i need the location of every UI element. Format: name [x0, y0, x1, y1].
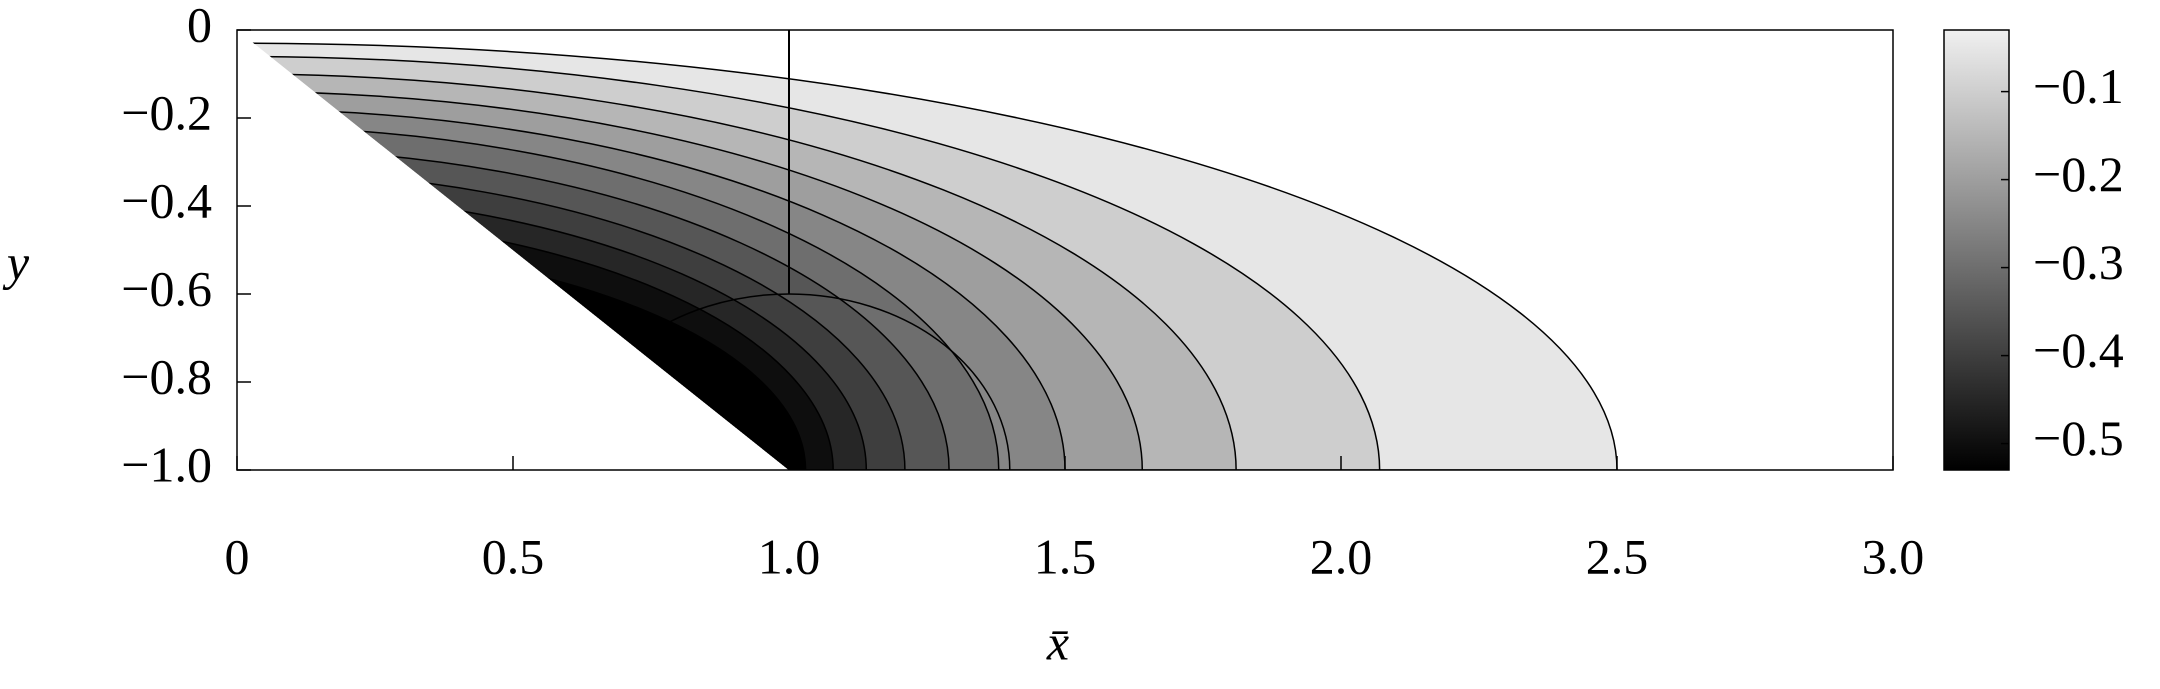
colorbar-tick-label: −0.3	[2033, 234, 2124, 290]
y-tick-label: −0.2	[121, 84, 212, 140]
x-tick-label: 1.0	[758, 528, 821, 584]
colorbar-tick-label: −0.5	[2033, 410, 2124, 466]
x-tick-label: 1.5	[1034, 528, 1097, 584]
y-tick-label: −0.8	[121, 348, 212, 404]
colorbar-tick-label: −0.4	[2033, 322, 2124, 378]
colorbar-tick-label: −0.2	[2033, 146, 2124, 202]
x-axis-label: x̄	[1046, 614, 1069, 670]
x-tick-label: 3.0	[1862, 528, 1925, 584]
x-tick-label: 0.5	[482, 528, 545, 584]
x-tick-label: 0	[225, 528, 250, 584]
x-tick-label: 2.0	[1310, 528, 1373, 584]
y-tick-label: 0	[187, 0, 212, 52]
colorbar-tick-label: −0.1	[2033, 58, 2124, 114]
y-axis-label: y	[2, 234, 30, 290]
y-tick-label: −1.0	[121, 436, 212, 492]
y-tick-label: −0.6	[121, 260, 212, 316]
y-tick-label: −0.4	[121, 172, 212, 228]
colorbar	[1943, 29, 2010, 471]
x-tick-label: 2.5	[1586, 528, 1649, 584]
contour-fills	[237, 42, 1618, 470]
